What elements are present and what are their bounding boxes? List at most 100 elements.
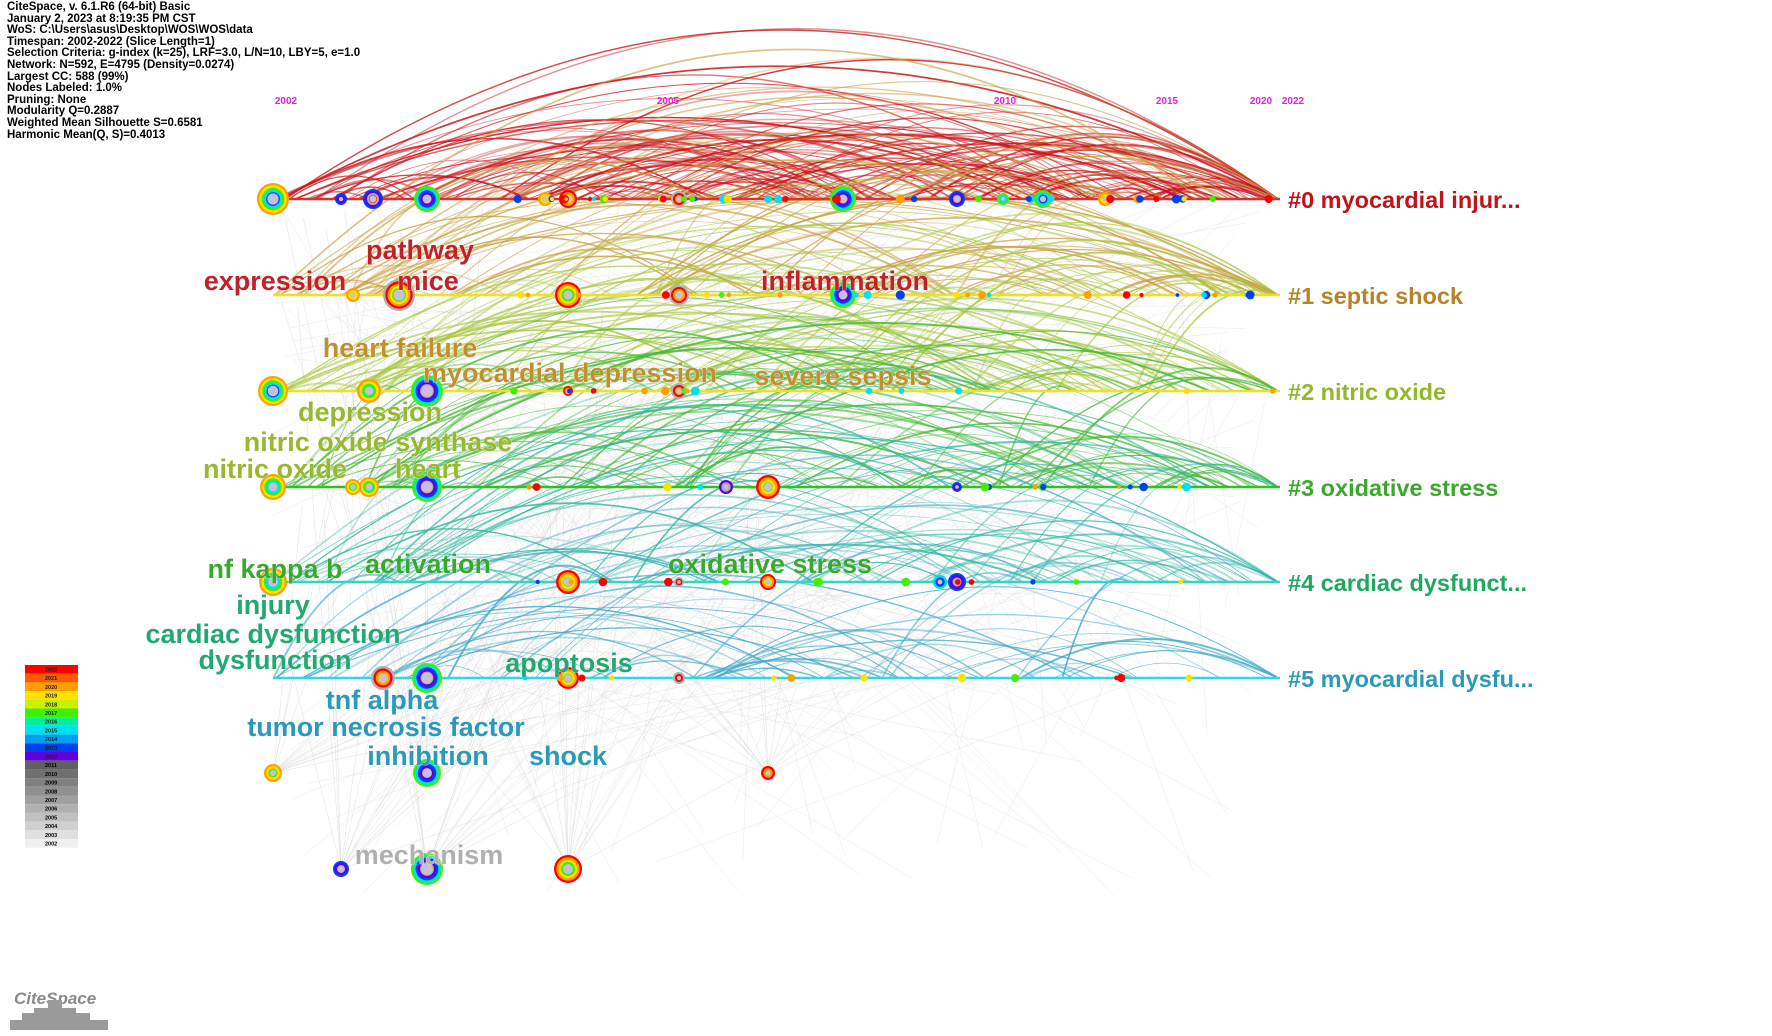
small-node[interactable] [661, 386, 670, 396]
cluster-label[interactable]: #0 myocardial injur... [1288, 187, 1521, 213]
small-node[interactable] [1048, 195, 1055, 203]
keyword-label[interactable]: shock [529, 741, 609, 772]
keyword-node[interactable] [371, 666, 395, 690]
keyword-node[interactable] [760, 574, 776, 590]
small-node[interactable] [549, 196, 555, 202]
small-node[interactable] [723, 195, 732, 203]
keyword-node[interactable] [259, 568, 287, 596]
small-node[interactable] [1209, 195, 1216, 203]
small-node[interactable] [684, 388, 690, 394]
small-node[interactable] [965, 292, 970, 298]
keyword-label[interactable]: myocardial depression [423, 358, 718, 389]
small-node[interactable] [1212, 292, 1218, 298]
small-node[interactable] [510, 387, 518, 395]
small-node[interactable] [832, 194, 841, 204]
keyword-node[interactable] [997, 193, 1009, 205]
small-node[interactable] [1011, 674, 1019, 682]
small-node[interactable] [980, 482, 990, 492]
keyword-node[interactable] [555, 282, 581, 308]
small-node[interactable] [782, 196, 789, 202]
small-node[interactable] [777, 292, 783, 298]
keyword-node[interactable] [411, 375, 443, 407]
small-node[interactable] [787, 674, 796, 682]
keyword-node[interactable] [952, 482, 962, 492]
small-node[interactable] [659, 195, 667, 203]
cluster-label[interactable]: #1 septic shock [1288, 283, 1464, 309]
small-node[interactable] [1185, 674, 1193, 682]
cluster-label[interactable]: #5 myocardial dysfu... [1288, 666, 1534, 692]
keyword-node[interactable] [335, 193, 347, 205]
small-node[interactable] [1122, 291, 1131, 299]
cluster-label[interactable]: #4 cardiac dysfunct... [1288, 570, 1527, 596]
small-node[interactable] [1171, 194, 1181, 204]
keyword-node[interactable] [830, 282, 856, 308]
keyword-node[interactable] [412, 472, 442, 502]
small-node[interactable] [578, 674, 586, 682]
small-node[interactable] [690, 386, 700, 396]
small-node[interactable] [1175, 293, 1180, 297]
small-node[interactable] [689, 196, 696, 202]
small-node[interactable] [1153, 196, 1160, 202]
keyword-label[interactable]: nitric oxide synthase [243, 427, 513, 458]
small-node[interactable] [697, 484, 704, 490]
keyword-node[interactable] [554, 855, 582, 883]
small-node[interactable] [1127, 484, 1133, 490]
small-node[interactable] [1177, 484, 1182, 490]
keyword-node[interactable] [345, 479, 361, 495]
small-node[interactable] [598, 577, 608, 587]
keyword-node[interactable] [756, 475, 780, 499]
small-node[interactable] [853, 292, 859, 298]
keyword-node[interactable] [383, 279, 415, 311]
small-node[interactable] [591, 196, 597, 202]
small-node[interactable] [953, 291, 961, 299]
small-node[interactable] [587, 196, 593, 202]
keyword-label[interactable]: inflammation [761, 266, 930, 297]
small-node[interactable] [1182, 482, 1191, 492]
keyword-node[interactable] [411, 853, 443, 885]
small-node[interactable] [567, 388, 572, 394]
keyword-node[interactable] [556, 570, 580, 594]
keyword-label[interactable]: nf kappa b [207, 554, 343, 585]
small-node[interactable] [955, 387, 963, 395]
keyword-label[interactable]: nitric oxide [203, 454, 348, 485]
keyword-node[interactable] [671, 191, 687, 207]
keyword-node[interactable] [346, 288, 360, 302]
keyword-node[interactable] [1034, 190, 1052, 208]
keyword-node[interactable] [413, 759, 441, 787]
keyword-label[interactable]: mice [397, 266, 459, 297]
small-node[interactable] [1139, 482, 1148, 492]
small-node[interactable] [1178, 579, 1184, 585]
small-node[interactable] [564, 197, 568, 201]
small-node[interactable] [1106, 194, 1115, 204]
small-node[interactable] [532, 483, 541, 491]
small-node[interactable] [1073, 579, 1080, 585]
small-node[interactable] [663, 482, 672, 492]
small-node[interactable] [1040, 483, 1047, 491]
small-node[interactable] [774, 194, 783, 204]
small-node[interactable] [865, 387, 873, 395]
keyword-node[interactable] [414, 186, 440, 212]
keyword-label[interactable]: cardiac dysfunction [145, 619, 401, 650]
keyword-node[interactable] [260, 474, 286, 500]
small-node[interactable] [1117, 485, 1121, 489]
small-node[interactable] [535, 579, 540, 585]
keyword-node[interactable] [357, 379, 381, 403]
small-node[interactable] [863, 291, 872, 299]
keyword-node[interactable] [359, 477, 379, 497]
small-node[interactable] [910, 195, 918, 203]
keyword-label[interactable]: tnf alpha [325, 685, 439, 716]
small-node[interactable] [1030, 579, 1036, 585]
small-node[interactable] [860, 674, 868, 682]
keyword-label[interactable]: heart [395, 454, 462, 485]
small-node[interactable] [954, 579, 961, 585]
small-node[interactable] [664, 577, 673, 587]
small-node[interactable] [718, 292, 725, 298]
keyword-label[interactable]: tumor necrosis factor [247, 712, 526, 743]
keyword-node[interactable] [933, 575, 947, 589]
keyword-node[interactable] [674, 577, 684, 587]
small-node[interactable] [764, 195, 772, 203]
small-node[interactable] [681, 196, 687, 202]
small-node[interactable] [898, 388, 905, 394]
keyword-node[interactable] [719, 480, 733, 494]
keyword-node[interactable] [264, 764, 282, 782]
